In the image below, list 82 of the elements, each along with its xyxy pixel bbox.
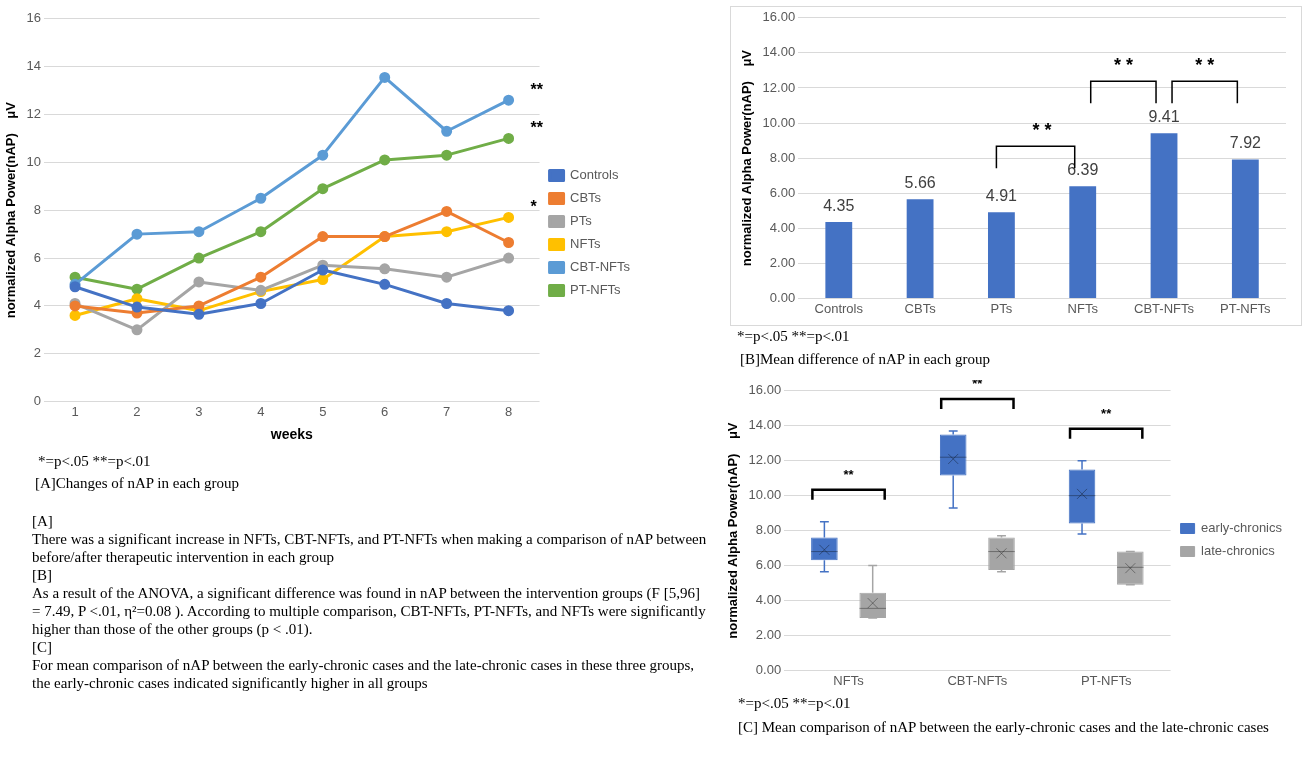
data-label: 7.92 <box>1229 133 1262 151</box>
annotation: ** <box>530 80 544 98</box>
y-tick-label: 14.00 <box>748 417 782 433</box>
y-tick-label: 0 <box>33 393 42 409</box>
x-tick-label: Controls <box>814 300 864 316</box>
x-tick-label: PTs <box>990 300 1013 316</box>
x-tick-label: PT-NFTs <box>1080 672 1132 688</box>
y-tick-label: 8.00 <box>755 522 782 538</box>
x-tick-label: NFTs <box>833 672 865 688</box>
text: [A] <box>32 512 54 530</box>
legend-label: PT-NFTs <box>570 282 622 298</box>
data-label: 5.66 <box>904 173 936 191</box>
y-tick-label: 10 <box>26 153 42 169</box>
y-tick-label: 0.00 <box>755 661 782 677</box>
y-tick-label: 12.00 <box>762 79 796 95</box>
y-tick-label: 12 <box>26 106 42 122</box>
x-tick-label: 7 <box>443 403 451 419</box>
text: For mean comparison of nAP between the early-chronic cases and the late-chronic cases in these three groups, the early-chronic cases indicated significantly higher in all groups <box>32 656 696 692</box>
text: As a result of the ANOVA, a significant difference was found in nAP between the intervention groups (F [5,96] = 7.49, P <.01, η²=0.08 ). According to multiple comparison, CBT-NFTs, PT-NFTs, and NFTs were significantly higher than those of the other groups (p < .01). <box>32 584 707 638</box>
y-tick-label: 8 <box>33 201 42 217</box>
x-tick-label: CBT-NFTs <box>1134 300 1195 316</box>
y-tick-label: 2.00 <box>769 254 796 270</box>
legend-label: early-chronics <box>1201 520 1283 536</box>
text: *=p<.05 **=p<.01 <box>38 452 151 470</box>
x-tick-label: 3 <box>195 403 203 419</box>
data-label: 6.39 <box>1067 160 1099 178</box>
data-label: 4.35 <box>823 196 855 214</box>
y-tick-label: 16.00 <box>762 9 796 25</box>
x-tick-label: 4 <box>257 403 265 419</box>
x-tick-label: 8 <box>504 403 513 419</box>
y-tick-label: 10.00 <box>748 487 782 503</box>
legend-label: NFTs <box>570 236 601 252</box>
y-tick-label: 2 <box>33 345 42 361</box>
data-label: 4.91 <box>985 186 1018 204</box>
y-tick-label: 6 <box>33 249 42 265</box>
text: [C] <box>32 638 53 656</box>
text: [B] <box>32 566 53 584</box>
y-axis-title: normalized Alpha Power(nAP) μV <box>3 101 19 319</box>
data-label: 9.41 <box>1148 107 1180 125</box>
y-tick-label: 0.00 <box>769 289 796 305</box>
annotation: * * <box>1032 120 1052 141</box>
x-tick-label: CBTs <box>904 300 937 316</box>
text: [C] Mean comparison of nAP between the early-chronic cases and the late-chronic cases <box>738 718 1270 736</box>
legend-label: Controls <box>570 167 619 183</box>
y-tick-label: 4.00 <box>769 219 796 235</box>
text: There was a significant increase in NFTs, CBT-NFTs, and PT-NFTs when making a comparison of nAP between before/after therapeutic intervention in each group <box>32 530 708 566</box>
y-tick-label: 10.00 <box>762 114 796 130</box>
legend-label: PTs <box>570 213 593 229</box>
y-tick-label: 14 <box>26 58 42 74</box>
annotation: ** <box>843 466 855 482</box>
x-tick-label: NFTs <box>1067 300 1099 316</box>
legend-label: CBTs <box>570 190 602 206</box>
y-tick-label: 8.00 <box>769 149 796 165</box>
y-tick-label: 4.00 <box>755 592 782 608</box>
y-axis-title: normalized Alpha Power(nAP) μV <box>739 49 755 267</box>
text: [B]Mean difference of nAP in each group <box>740 350 991 368</box>
legend-label: late-chronics <box>1201 543 1276 559</box>
x-tick-label: 2 <box>133 403 141 419</box>
x-tick-label: 6 <box>381 403 389 419</box>
text: *=p<.05 **=p<.01 <box>738 694 851 712</box>
annotation: * * <box>1195 55 1215 76</box>
y-tick-label: 16.00 <box>748 382 782 398</box>
annotation: * * <box>1113 55 1133 76</box>
x-tick-label: 5 <box>319 403 327 419</box>
text: *=p<.05 **=p<.01 <box>737 327 850 345</box>
annotation: ** <box>972 376 984 392</box>
y-tick-label: 6.00 <box>755 557 782 573</box>
x-tick-label: PT-NFTs <box>1220 300 1272 316</box>
x-tick-label: CBT-NFTs <box>947 672 1008 688</box>
y-tick-label: 16 <box>26 10 42 26</box>
y-tick-label: 6.00 <box>769 184 796 200</box>
text: [A]Changes of nAP in each group <box>35 474 240 492</box>
y-tick-label: 12.00 <box>748 452 782 468</box>
y-tick-label: 2.00 <box>755 627 782 643</box>
y-tick-label: 14.00 <box>762 44 796 60</box>
annotation: ** <box>530 118 544 136</box>
x-axis-title: weeks <box>269 426 314 443</box>
annotation: * <box>530 197 538 215</box>
legend-label: CBT-NFTs <box>570 259 631 275</box>
annotation: ** <box>1101 405 1113 421</box>
y-axis-title: normalized Alpha Power(nAP) μV <box>725 422 741 639</box>
x-tick-label: 1 <box>71 403 79 419</box>
